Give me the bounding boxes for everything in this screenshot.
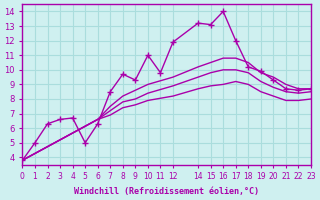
X-axis label: Windchill (Refroidissement éolien,°C): Windchill (Refroidissement éolien,°C) — [74, 187, 259, 196]
